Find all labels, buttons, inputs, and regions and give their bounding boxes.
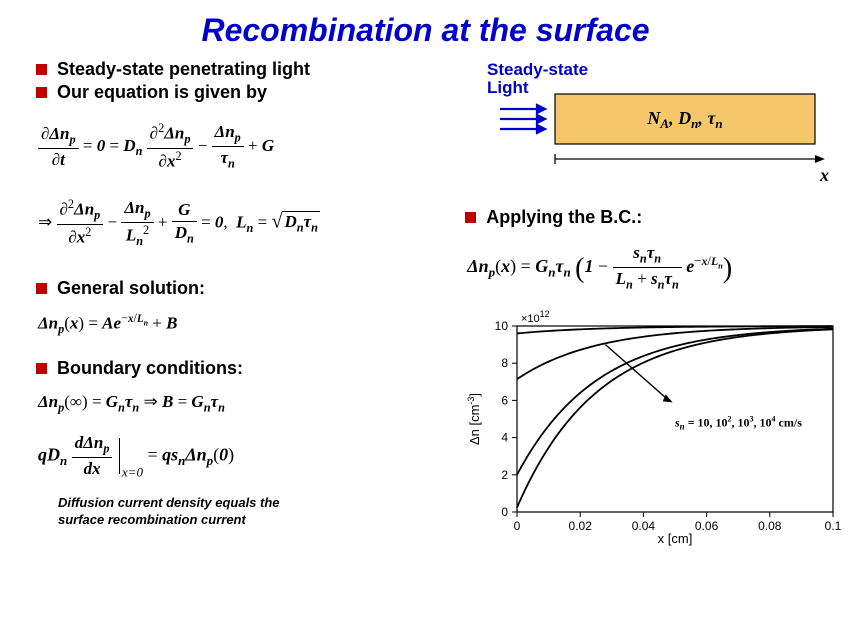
bullet-4-text: Boundary conditions: <box>57 358 243 379</box>
eq-general-solution: Δnp(x) = Ae−x/Ln + B <box>38 311 465 338</box>
caption: Diffusion current density equals the sur… <box>58 495 465 528</box>
svg-text:0.06: 0.06 <box>695 519 719 533</box>
caption-line1: Diffusion current density equals the <box>58 495 280 510</box>
svg-text:Δn [cm-3]: Δn [cm-3] <box>466 393 482 445</box>
left-column: Steady-state penetrating light Our equat… <box>36 59 465 548</box>
bullet-3: General solution: <box>36 278 465 299</box>
svg-text:6: 6 <box>502 393 509 407</box>
svg-text:4: 4 <box>502 430 509 444</box>
eq-bc-infinity: Δnp(∞) = Gnτn ⇒ B = Gnτn <box>38 391 465 416</box>
svg-text:0: 0 <box>502 505 509 519</box>
eq-pde: ∂Δnp∂t = 0 = Dn ∂2Δnp∂x2 − Δnpτn + G <box>38 121 465 173</box>
bullet-4: Boundary conditions: <box>36 358 465 379</box>
bullet-2: Our equation is given by <box>36 82 465 103</box>
slab-diagram: Steady-state Light NA, Dn, τn x <box>465 59 845 189</box>
page-title: Recombination at the surface <box>0 12 851 49</box>
svg-text:0.02: 0.02 <box>569 519 593 533</box>
square-bullet-icon <box>465 212 476 223</box>
dn-vs-x-chart: 0 0.02 0.04 0.06 0.08 0.1 0 2 4 6 8 10 ×1012 x [cm] Δn… <box>465 308 845 548</box>
bullet-1: Steady-state penetrating light <box>36 59 465 80</box>
slab-label: NA, Dn, τn <box>647 108 723 131</box>
eq-reduced: ⇒ ∂2Δnp∂x2 − ΔnpLn2 + GDn = 0, Ln = √Dnτ… <box>38 197 465 250</box>
bullet-bc: Applying the B.C.: <box>465 207 831 228</box>
eq-bc-surface: qDn dΔnpdx x=0 = qsnΔnp(0) <box>38 432 465 481</box>
caption-line2: surface recombination current <box>58 512 246 527</box>
svg-text:0.08: 0.08 <box>758 519 782 533</box>
eq-solution-bc: Δnp(x) = Gnτn (1 − snτnLn + snτn e−x/Ln) <box>467 242 831 294</box>
square-bullet-icon <box>36 87 47 98</box>
svg-text:0.04: 0.04 <box>632 519 656 533</box>
bullet-1-text: Steady-state penetrating light <box>57 59 310 80</box>
right-column: Steady-state Light NA, Dn, τn x Applying… <box>465 59 831 548</box>
svg-text:0.1: 0.1 <box>825 519 842 533</box>
svg-text:10: 10 <box>495 319 509 333</box>
square-bullet-icon <box>36 283 47 294</box>
svg-text:x [cm]: x [cm] <box>658 531 693 546</box>
light-label-2: Light <box>487 78 529 97</box>
content-area: Steady-state penetrating light Our equat… <box>0 59 851 548</box>
bullet-bc-text: Applying the B.C.: <box>486 207 642 228</box>
svg-text:×1012: ×1012 <box>521 309 550 325</box>
square-bullet-icon <box>36 64 47 75</box>
x-axis-label: x <box>819 165 829 185</box>
light-arrows-icon <box>500 105 545 133</box>
svg-text:0: 0 <box>514 519 521 533</box>
bullet-3-text: General solution: <box>57 278 205 299</box>
svg-text:2: 2 <box>502 467 509 481</box>
square-bullet-icon <box>36 363 47 374</box>
bullet-2-text: Our equation is given by <box>57 82 267 103</box>
svg-text:sn = 10, 102, 103, 104 cm/s: sn = 10, 102, 103, 104 cm/s <box>674 414 802 431</box>
light-label-1: Steady-state <box>487 60 588 79</box>
svg-text:8: 8 <box>502 356 509 370</box>
